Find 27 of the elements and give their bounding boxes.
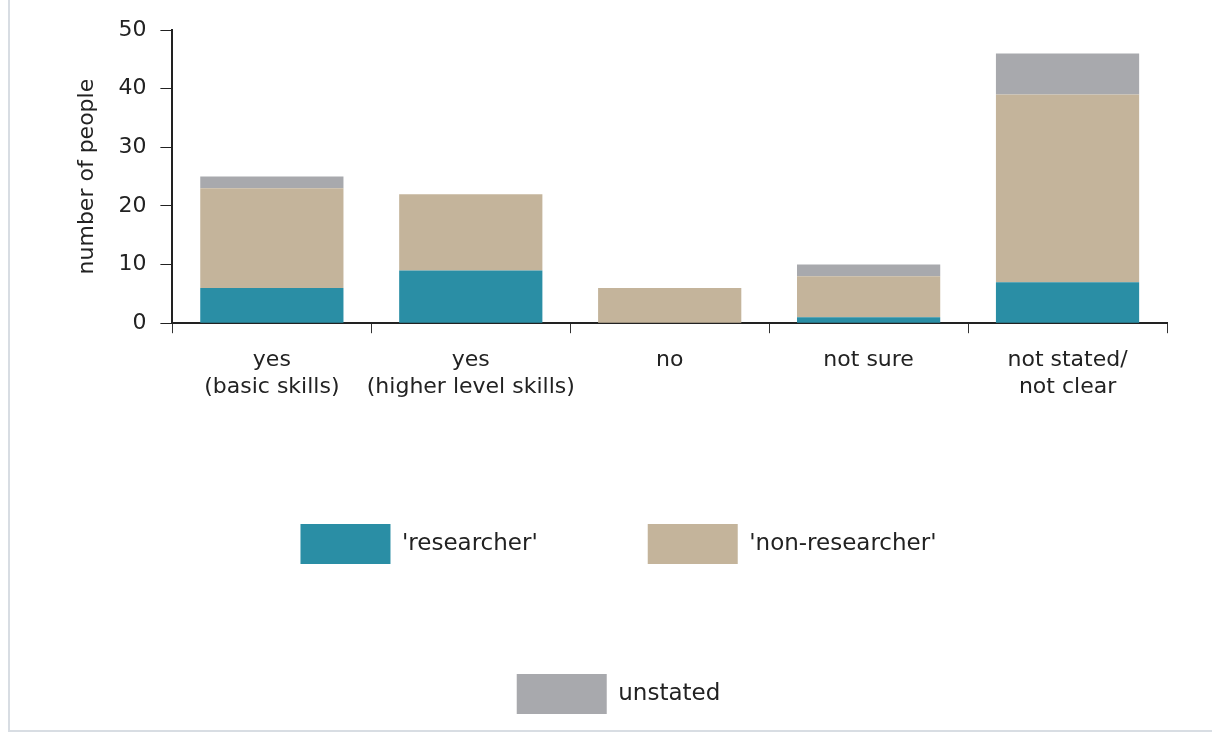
y-tick-label: 20 bbox=[118, 191, 147, 217]
bar bbox=[797, 317, 941, 323]
legend-label: 'researcher' bbox=[401, 528, 538, 555]
bar bbox=[995, 282, 1140, 323]
y-axis-title: number of people bbox=[72, 78, 98, 275]
y-tick-label: 40 bbox=[118, 74, 147, 100]
x-tick-label: no bbox=[655, 346, 684, 372]
bar bbox=[399, 270, 543, 323]
x-tick-label: not stated/ not clear bbox=[1007, 346, 1129, 398]
y-tick-label: 50 bbox=[118, 15, 147, 41]
bar bbox=[200, 288, 344, 323]
bar bbox=[797, 264, 941, 277]
bar bbox=[995, 94, 1140, 283]
x-tick-label: yes (higher level skills) bbox=[366, 346, 575, 398]
bar bbox=[399, 194, 543, 271]
bar bbox=[995, 53, 1140, 95]
y-tick-label: 10 bbox=[118, 250, 147, 276]
y-tick-label: 0 bbox=[132, 308, 147, 334]
legend-label: unstated bbox=[618, 678, 721, 705]
x-tick-label: not sure bbox=[823, 346, 914, 372]
legend-label: 'non-researcher' bbox=[749, 528, 937, 555]
bar bbox=[797, 276, 941, 318]
bar bbox=[200, 188, 344, 289]
bar bbox=[200, 176, 344, 189]
x-tick-label: yes (basic skills) bbox=[204, 346, 340, 398]
y-tick-label: 30 bbox=[118, 133, 147, 158]
bar bbox=[598, 288, 742, 323]
